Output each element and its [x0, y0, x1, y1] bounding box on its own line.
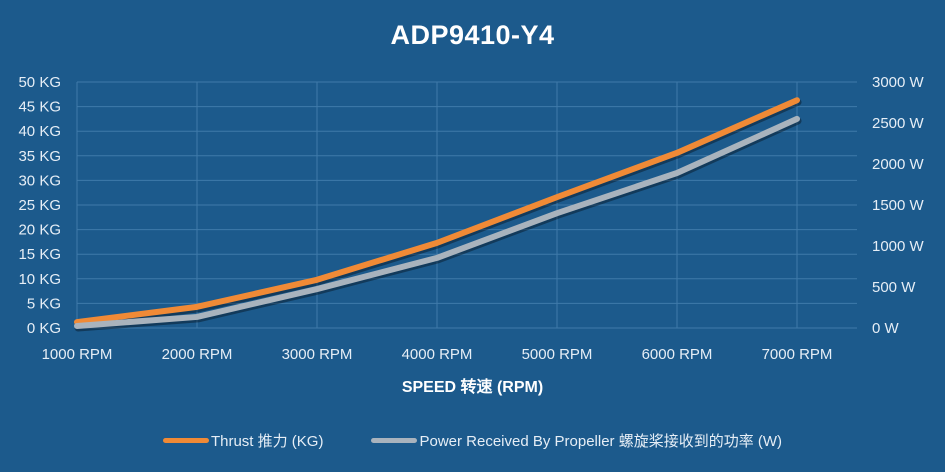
y-tick-right: 3000 W — [872, 74, 925, 91]
y-tick-left: 30 KG — [18, 172, 61, 189]
y-tick-left: 45 KG — [18, 99, 61, 116]
legend-label-thrust: Thrust 推力 (KG) — [210, 433, 324, 450]
series-shadow — [74, 98, 802, 328]
y-tick-left: 20 KG — [18, 222, 61, 239]
y-tick-left: 5 KG — [27, 295, 61, 312]
x-tick: 5000 RPM — [522, 346, 593, 363]
x-axis-label: SPEED 转速 (RPM) — [401, 379, 544, 396]
x-tick: 2000 RPM — [162, 346, 233, 363]
y-tick-left: 25 KG — [18, 197, 61, 214]
y-tick-right: 2000 W — [872, 156, 925, 173]
x-tick: 6000 RPM — [642, 346, 713, 363]
y-tick-right: 1000 W — [872, 238, 925, 255]
legend-item-power[interactable]: Power Received By Propeller 螺旋桨接收到的功率 (W… — [371, 430, 782, 451]
power-line — [74, 115, 800, 329]
y-tick-right: 1500 W — [872, 197, 925, 214]
x-tick: 4000 RPM — [402, 346, 473, 363]
y-tick-left: 0 KG — [27, 320, 61, 337]
y-tick-right: 2500 W — [872, 115, 925, 132]
y-tick-left: 35 KG — [18, 148, 61, 165]
y-tick-right: 500 W — [872, 279, 916, 296]
y-tick-left: 40 KG — [18, 123, 61, 140]
thrust-line — [74, 97, 800, 326]
y-tick-left: 10 KG — [18, 271, 61, 288]
legend-item-thrust[interactable]: Thrust 推力 (KG) — [162, 430, 324, 451]
x-tick: 7000 RPM — [762, 346, 833, 363]
legend-label-power: Power Received By Propeller 螺旋桨接收到的功率 (W… — [419, 433, 783, 450]
chart-title: ADP9410-Y4 — [390, 20, 555, 50]
y-tick-right: 0 W — [872, 320, 900, 337]
y-tick-left: 15 KG — [18, 246, 61, 263]
x-tick: 1000 RPM — [42, 346, 113, 363]
x-tick: 3000 RPM — [282, 346, 353, 363]
legend: Thrust 推力 (KG) Power Received By Propell… — [0, 430, 945, 451]
thrust-swatch-icon — [162, 438, 209, 443]
y-tick-left: 50 KG — [18, 74, 61, 91]
power-swatch-icon — [371, 438, 418, 443]
